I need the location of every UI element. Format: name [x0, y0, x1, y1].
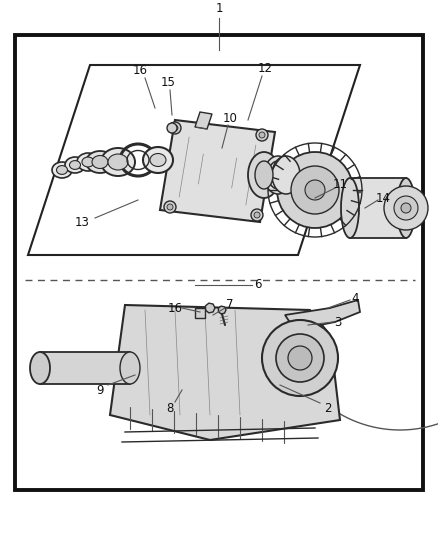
Text: 4: 4: [351, 292, 359, 304]
Ellipse shape: [82, 157, 94, 167]
Polygon shape: [160, 120, 275, 222]
Ellipse shape: [272, 156, 300, 194]
Text: 12: 12: [258, 61, 272, 75]
Circle shape: [254, 212, 260, 218]
Text: 11: 11: [332, 179, 347, 191]
Polygon shape: [285, 300, 360, 330]
Polygon shape: [110, 305, 340, 440]
Circle shape: [256, 129, 268, 141]
Text: 15: 15: [161, 76, 176, 88]
Text: 6: 6: [254, 279, 262, 292]
Polygon shape: [219, 306, 226, 314]
Ellipse shape: [271, 165, 285, 185]
Polygon shape: [195, 112, 212, 129]
Polygon shape: [195, 308, 205, 318]
Circle shape: [276, 334, 324, 382]
Ellipse shape: [101, 148, 135, 176]
Text: 13: 13: [74, 215, 89, 229]
Text: 9: 9: [96, 384, 104, 397]
Text: 8: 8: [166, 401, 174, 415]
Ellipse shape: [120, 352, 140, 384]
Ellipse shape: [70, 160, 81, 169]
Circle shape: [384, 186, 428, 230]
Circle shape: [169, 122, 181, 134]
Circle shape: [288, 346, 312, 370]
Ellipse shape: [255, 161, 273, 189]
Circle shape: [262, 320, 338, 396]
Ellipse shape: [52, 162, 72, 178]
Ellipse shape: [264, 156, 292, 194]
Text: 10: 10: [223, 111, 237, 125]
Ellipse shape: [108, 154, 128, 170]
Ellipse shape: [341, 178, 359, 238]
Ellipse shape: [65, 157, 85, 173]
Circle shape: [167, 204, 173, 210]
Circle shape: [251, 209, 263, 221]
Circle shape: [401, 203, 411, 213]
Text: 7: 7: [226, 298, 234, 311]
Circle shape: [172, 125, 178, 131]
Text: 2: 2: [324, 401, 332, 415]
Circle shape: [291, 166, 339, 214]
Bar: [350, 178, 406, 238]
Circle shape: [277, 152, 353, 228]
Circle shape: [167, 123, 177, 133]
Ellipse shape: [77, 153, 99, 171]
Ellipse shape: [92, 156, 108, 168]
Bar: [15, 35, 423, 490]
Circle shape: [164, 201, 176, 213]
Ellipse shape: [150, 154, 166, 166]
Text: 14: 14: [375, 191, 391, 205]
Ellipse shape: [30, 352, 50, 384]
Ellipse shape: [248, 152, 280, 198]
Ellipse shape: [397, 178, 415, 238]
Circle shape: [259, 132, 265, 138]
Bar: [40, 352, 130, 384]
Text: 16: 16: [167, 302, 183, 314]
Polygon shape: [205, 303, 215, 313]
Circle shape: [305, 180, 325, 200]
Ellipse shape: [276, 161, 296, 189]
Text: 3: 3: [334, 316, 342, 328]
Text: 1: 1: [215, 2, 223, 14]
Ellipse shape: [268, 161, 288, 189]
Circle shape: [394, 196, 418, 220]
Ellipse shape: [86, 151, 114, 173]
Ellipse shape: [57, 166, 67, 174]
Text: 16: 16: [133, 63, 148, 77]
Ellipse shape: [143, 147, 173, 173]
